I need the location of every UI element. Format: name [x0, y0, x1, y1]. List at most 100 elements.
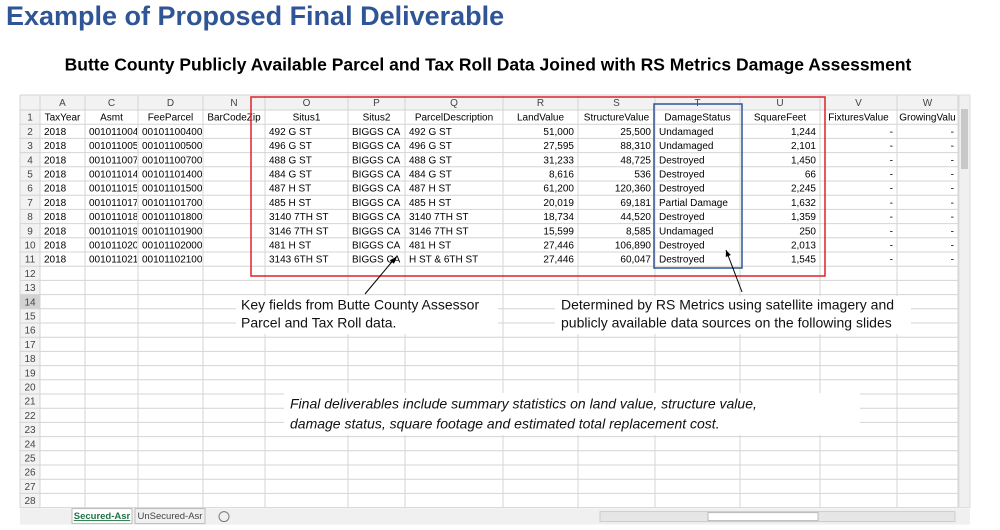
subtitle: Butte County Publicly Available Parcel a… — [65, 55, 912, 75]
cell: - — [951, 226, 954, 237]
cell: 485 H ST — [409, 198, 451, 209]
column-letter: V — [855, 98, 862, 109]
cell: 0010110070 — [89, 155, 144, 166]
cell: 2,245 — [791, 184, 816, 195]
row-number: 20 — [24, 383, 36, 394]
column-header: DamageStatus — [664, 113, 730, 124]
annotation: Final deliverables include summary stati… — [290, 396, 757, 412]
arrow — [364, 256, 397, 295]
cell: 001011005000 — [142, 141, 208, 152]
cell: 60,047 — [620, 255, 651, 266]
cell: - — [890, 155, 893, 166]
sheet-tab[interactable] — [71, 508, 133, 525]
cell: 48,725 — [620, 155, 651, 166]
selected-row — [20, 294, 40, 309]
cell: 2018 — [44, 170, 67, 181]
cell: 2018 — [44, 127, 67, 138]
row-number: 3 — [27, 141, 33, 152]
cell: 3143 6TH ST — [269, 255, 328, 266]
cell: - — [951, 127, 954, 138]
annotation: Determined by RS Metrics using satellite… — [561, 297, 894, 313]
sheet-tab-label[interactable]: Secured-Asr — [74, 511, 131, 522]
cell: 484 G ST — [409, 170, 452, 181]
cell: 1,632 — [791, 198, 816, 209]
row-number: 14 — [24, 297, 36, 308]
cell: - — [951, 155, 954, 166]
row-number: 17 — [24, 340, 36, 351]
annotation: damage status, square footage and estima… — [290, 416, 720, 432]
row-number: 19 — [24, 368, 36, 379]
cell: 2018 — [44, 198, 67, 209]
arrow — [725, 249, 743, 293]
cell: 492 G ST — [409, 127, 452, 138]
cell: - — [890, 198, 893, 209]
h-scroll-thumb[interactable] — [707, 512, 819, 522]
row-number: 12 — [24, 269, 36, 280]
row-number: 10 — [24, 241, 36, 252]
cell: Destroyed — [659, 155, 705, 166]
cell: 69,181 — [620, 198, 651, 209]
column-header: GrowingValu — [899, 113, 956, 124]
cell: 20,019 — [543, 198, 574, 209]
column-header: TaxYear — [45, 113, 81, 124]
cell: - — [890, 212, 893, 223]
cell: 66 — [805, 170, 817, 181]
cell: BIGGS CA — [352, 226, 401, 237]
sheet-tab[interactable] — [134, 508, 206, 525]
column-letter: P — [373, 98, 380, 109]
row-number: 25 — [24, 454, 36, 465]
column-header: StructureValue — [584, 113, 650, 124]
column-letter: R — [537, 98, 544, 109]
title: Example of Proposed Final Deliverable — [6, 1, 504, 31]
cell: 536 — [634, 170, 651, 181]
cell: 0010110050 — [89, 141, 144, 152]
cell: - — [890, 141, 893, 152]
row-number: 21 — [24, 397, 36, 408]
row-number: 13 — [24, 283, 36, 294]
row-number: 1 — [27, 113, 33, 124]
cell: 1,450 — [791, 155, 816, 166]
cell: Partial Damage — [659, 198, 728, 209]
cell: 1,244 — [791, 127, 816, 138]
v-scroll-thumb[interactable] — [961, 109, 968, 169]
column-letter: W — [923, 98, 933, 109]
cell: - — [951, 255, 954, 266]
cell: 8,616 — [549, 170, 574, 181]
cell: - — [890, 170, 893, 181]
cell: 2018 — [44, 241, 67, 252]
cell: - — [890, 241, 893, 252]
cell: 0010110180 — [89, 212, 144, 223]
blue-highlight — [653, 103, 743, 269]
cell: Undamaged — [659, 141, 713, 152]
column-header: SquareFeet — [754, 113, 806, 124]
row-number: 24 — [24, 439, 36, 450]
note-bg — [284, 393, 860, 435]
cell: 88,310 — [620, 141, 651, 152]
cell: 0010110210 — [89, 255, 144, 266]
cell: 001011019000 — [142, 226, 208, 237]
cell: 3140 7TH ST — [409, 212, 468, 223]
cell: 481 H ST — [409, 241, 451, 252]
cell: Destroyed — [659, 170, 705, 181]
column-header: ParcelDescription — [415, 113, 493, 124]
cell: 3140 7TH ST — [269, 212, 328, 223]
cell: - — [890, 184, 893, 195]
cell: BIGGS CA — [352, 241, 401, 252]
cell: 001011004000 — [142, 127, 208, 138]
row-number: 18 — [24, 354, 36, 365]
cell: 44,520 — [620, 212, 651, 223]
add-sheet[interactable] — [218, 511, 230, 523]
column-letter: A — [59, 98, 66, 109]
cell: Destroyed — [659, 241, 705, 252]
cell: 487 H ST — [269, 184, 311, 195]
sheet-tab-label[interactable]: UnSecured-Asr — [138, 511, 203, 522]
cell: 481 H ST — [269, 241, 311, 252]
cell: 2,013 — [791, 241, 816, 252]
row-number: 15 — [24, 312, 36, 323]
cell: 18,734 — [543, 212, 574, 223]
cell: 487 H ST — [409, 184, 451, 195]
row-number: 6 — [27, 184, 33, 195]
column-letter: S — [613, 98, 620, 109]
cell: 1,359 — [791, 212, 816, 223]
v-scrollbar[interactable] — [958, 94, 971, 509]
